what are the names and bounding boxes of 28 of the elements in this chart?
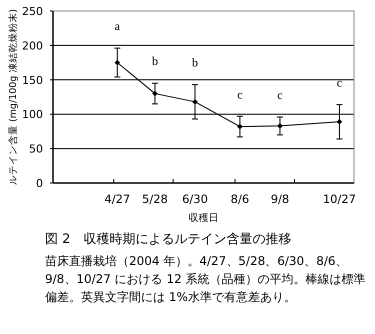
y-tick-label: 150 bbox=[22, 74, 43, 87]
y-axis-title: ルテイン含量 (mg/100g 凍結乾燥粉末) bbox=[7, 8, 19, 186]
point bbox=[192, 99, 198, 105]
y-tick-label: 250 bbox=[22, 5, 43, 18]
point bbox=[152, 90, 158, 96]
x-axis-title: 収穫日 bbox=[188, 212, 218, 224]
y-tick-label: 200 bbox=[22, 39, 43, 52]
point bbox=[336, 118, 342, 125]
annotation: b bbox=[192, 56, 198, 70]
annotation: c bbox=[336, 76, 342, 90]
y-tick-label: 100 bbox=[22, 108, 43, 122]
point bbox=[277, 123, 283, 129]
y-tick-label: 50 bbox=[29, 142, 43, 156]
x-tick-label: 6/30 bbox=[182, 192, 208, 206]
x-tick-label: 9/8 bbox=[270, 192, 290, 206]
y-tick-label: 0 bbox=[36, 177, 43, 190]
text: 苗床直播栽培（2004 年）。4/27、5/28、6/30、8/6、9/8、10/27 における 12 系統（品種）の平均。棒線は標準偏差。英異文字間には 1%水準で有意差あり。 bbox=[45, 253, 367, 306]
point bbox=[114, 60, 120, 66]
annotation: c bbox=[237, 87, 243, 102]
x-tick-label: 5/28 bbox=[142, 192, 168, 206]
point bbox=[237, 124, 243, 130]
x-tick-label: 4/27 bbox=[104, 192, 130, 206]
annotation: b bbox=[152, 54, 158, 68]
text: 図 2 収穫時期によるルテイン含量の推移 bbox=[45, 231, 292, 248]
annotation: c bbox=[277, 88, 283, 102]
x-tick-label: 8/6 bbox=[230, 192, 250, 206]
x-tick-label: 10/27 bbox=[322, 192, 356, 206]
annotation: a bbox=[114, 19, 121, 34]
